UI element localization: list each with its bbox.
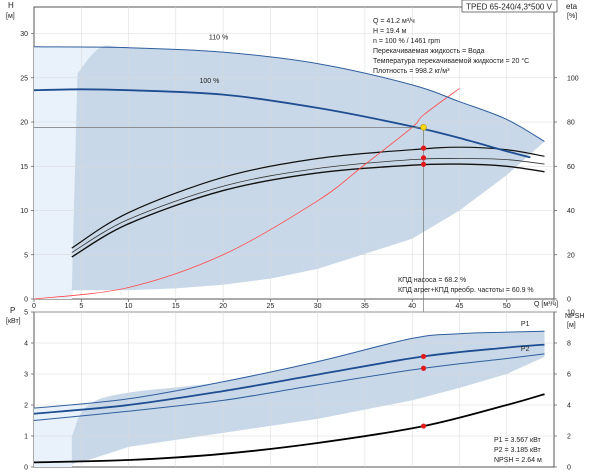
y-left-tick-label: 3 — [24, 372, 28, 379]
y-right-tick-label: 0 — [567, 297, 571, 304]
y-right-tick-label: 4 — [567, 403, 571, 410]
y-left-tick-label: 0 — [24, 297, 28, 304]
efficiency-curve-eta_pump_total — [71, 163, 545, 258]
curve-label-100: 100 % — [199, 78, 219, 85]
x-tick-label: 20 — [219, 303, 227, 310]
info-h: H = 19.4 м — [373, 28, 407, 35]
y-right-tick-label: 10 — [567, 310, 575, 317]
npsh-point-marker — [420, 423, 427, 429]
y-left-tick-label: 5 — [24, 310, 28, 317]
y-left-tick-label: 25 — [20, 75, 28, 82]
y-right-unit-eta: [%] — [567, 13, 577, 20]
operating-point-marker — [420, 124, 427, 131]
y-left-label-h: H — [8, 1, 14, 10]
y-right-label-npsh: NPSH — [565, 313, 584, 320]
curve-label-p2: P2 — [521, 346, 530, 353]
title-box — [461, 0, 558, 13]
x-tick-label: 50 — [503, 303, 511, 310]
power-range-band — [34, 331, 545, 467]
head-efficiency-chart: 110 %100 % 0 5 10 15 20 25 30 35 40 45 50051015202… — [6, 0, 579, 467]
y-left-tick-label: 20 — [20, 120, 28, 127]
y-right-tick-label: 40 — [567, 208, 575, 215]
y-left-unit-h: [м] — [6, 13, 15, 20]
value-p2: P2 = 3.185 кВт — [494, 447, 542, 454]
x-tick-label: 45 — [456, 303, 464, 310]
curve-label-110: 110 % — [209, 35, 228, 42]
efficiency-point-marker — [420, 161, 427, 167]
info-q: Q = 41.2 м³/ч — [373, 18, 415, 25]
y-right-tick-label: 8 — [567, 341, 571, 348]
y-left-tick-label: 2 — [24, 403, 28, 410]
y-left-tick-label: 10 — [20, 208, 28, 215]
lower-curves: P1 P2 — [33, 321, 545, 464]
y-right-tick-label: 20 — [567, 252, 575, 259]
y-right-unit-npsh: [м] — [567, 322, 576, 329]
x-tick-label: 10 — [125, 303, 133, 310]
upper-curves: 110 % 100 % — [33, 35, 545, 467]
y-right-tick-label: 60 — [567, 164, 575, 171]
y-left-tick-label: 30 — [20, 31, 28, 38]
x-tick-label: 35 — [361, 303, 369, 310]
value-npsh: NPSH = 2.64 м — [494, 457, 542, 464]
curve-p1 — [33, 330, 545, 409]
y-right-tick-label: 6 — [567, 372, 571, 379]
curve-110-percent — [33, 46, 545, 142]
power-range-fill — [71, 331, 545, 464]
info-n: n = 100 % / 1461 rpm — [373, 38, 440, 45]
operating-range-band — [34, 45, 545, 300]
y-left-tick-label: 15 — [20, 164, 28, 171]
efficiency-point-marker — [420, 145, 427, 151]
curve-npsh — [33, 393, 545, 464]
x-tick-label: 15 — [172, 303, 180, 310]
y-left-label-p: P — [10, 306, 15, 315]
x-tick-label: 5 — [79, 303, 83, 310]
value-p1: P1 = 3.567 кВт — [494, 437, 542, 444]
x-tick-label: 25 — [266, 303, 274, 310]
info-density: Плотность = 998.2 кг/м³ — [373, 68, 450, 75]
p2-point-marker — [420, 365, 427, 371]
p1-point-marker — [420, 353, 427, 360]
chart-title: TPED 65-240/4,3*500 V — [466, 3, 552, 12]
x-tick-label: 0 — [32, 303, 36, 310]
curve-p2 — [33, 353, 545, 421]
operating-range-fill — [71, 45, 545, 291]
lower-axis-ticks: 0 1 2 3 4 5 0 2 4 6 8 10 — [24, 310, 575, 472]
y-left-tick-label: 1 — [24, 434, 28, 441]
y-right-tick-label: 100 — [567, 75, 579, 82]
system-curve — [33, 88, 460, 300]
x-tick-label: 40 — [408, 303, 416, 310]
eta-total-text: КПД агрег+КПД преобр. частоты = 60.9 % — [398, 286, 534, 294]
x-tick-label: 30 — [314, 303, 322, 310]
efficiency-point-marker — [420, 155, 427, 161]
info-liquid: Перекачиваемая жидкость = Вода — [373, 48, 485, 55]
y-right-tick-label: 2 — [567, 434, 571, 441]
y-right-tick-label: 80 — [567, 120, 575, 127]
curve-label-p1: P1 — [521, 321, 530, 328]
y-left-tick-label: 5 — [24, 252, 28, 259]
efficiency-curve-eta_pump_mid — [71, 158, 545, 253]
y-left-tick-label: 4 — [24, 341, 28, 348]
y-left-unit-p: [кВт] — [6, 318, 21, 325]
x-axis-label: Q [м³/ч] — [534, 301, 558, 308]
y-right-label-eta: eta — [566, 2, 578, 11]
y-right-tick-label: 0 — [567, 465, 571, 472]
info-temperature: Температура перекачиваемой жидкости = 20… — [373, 57, 529, 65]
curve-p1-operating — [33, 343, 545, 415]
curve-100-percent — [33, 88, 531, 159]
eta-pump-text: КПД насоса = 68.2 % — [398, 277, 466, 284]
upper-axis-ticks: 0 5 10 15 20 25 30 35 40 45 50 0 5 10 15 20 25 30 0 20 40 60 8… — [20, 31, 579, 310]
y-left-tick-label: 0 — [24, 465, 28, 472]
